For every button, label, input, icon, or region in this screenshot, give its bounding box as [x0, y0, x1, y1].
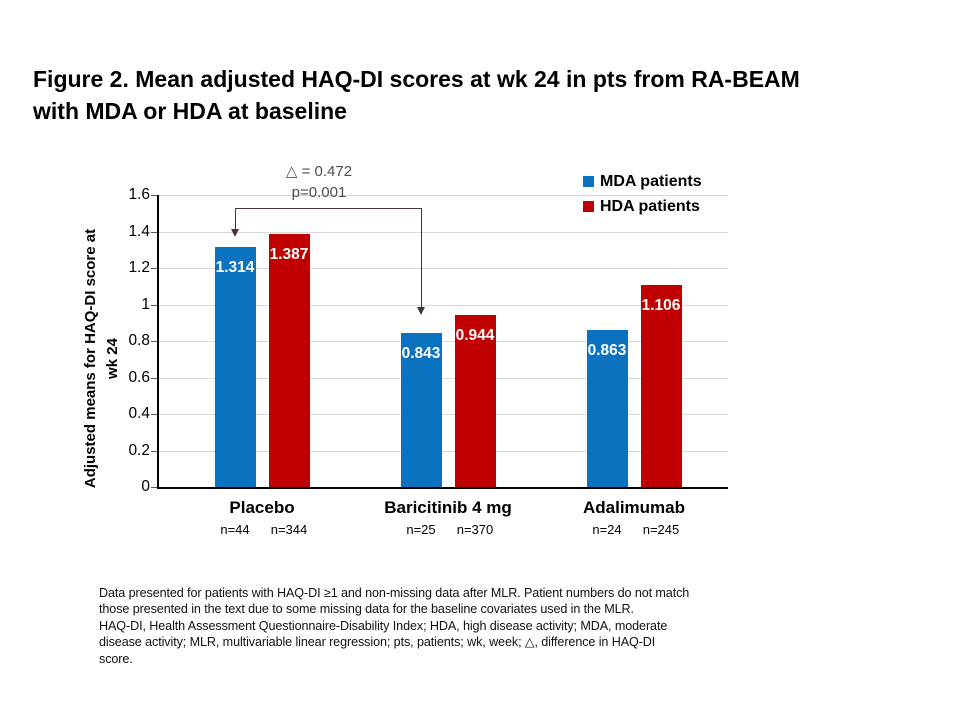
n-count-label: n=370 [456, 522, 494, 537]
gridline-0.6 [157, 377, 728, 379]
bar-value-label: 0.944 [455, 326, 495, 344]
y-tick-label-1.6: 1.6 [128, 186, 150, 203]
bar-placebo-hda: 1.387 [268, 233, 310, 487]
bar-adalimumab-hda: 1.106 [640, 285, 682, 487]
y-tickmark-0 [151, 487, 157, 488]
bar-value-label: 1.106 [641, 297, 681, 315]
y-tickmark-0.4 [151, 414, 157, 415]
footnote-line-4: disease activity; MLR, multivariable lin… [99, 635, 656, 650]
bracket-left-line [235, 208, 236, 230]
footnote-line-3: HAQ-DI, Health Assessment Questionnaire-… [99, 618, 668, 633]
y-tick-label-1: 1 [141, 295, 150, 313]
legend-label: MDA patients [600, 172, 702, 190]
gridline-1.2 [157, 268, 728, 269]
y-tickmark-0.8 [151, 341, 157, 342]
gridline-0.2 [157, 450, 728, 452]
footnote: Data presented for patients with HAQ-DI … [99, 585, 799, 667]
figure-title: Figure 2. Mean adjusted HAQ-DI scores at… [33, 63, 913, 127]
y-tick-label-0.8: 0.8 [128, 332, 150, 349]
bar-placebo-mda: 1.314 [214, 247, 256, 487]
bar-value-label: 0.863 [587, 341, 627, 359]
n-count-label: n=25 [406, 522, 436, 537]
bar-adalimumab-mda: 0.863 [586, 329, 628, 487]
arrow-down-left-icon [231, 229, 239, 238]
y-axis-title-line1: Adjusted means for HAQ-DI score at [82, 228, 99, 489]
x-axis-line [157, 487, 728, 489]
legend-label: HDA patients [600, 197, 700, 215]
footnote-line-1: Data presented for patients with HAQ-DI … [99, 586, 690, 600]
bar-value-label: 1.314 [215, 259, 255, 277]
bar-value-label: 1.387 [269, 245, 309, 263]
y-tickmark-1.4 [151, 231, 157, 233]
figure-title-line1: Figure 2. Mean adjusted HAQ-DI scores at… [33, 66, 800, 92]
arrow-down-right-icon [417, 307, 425, 316]
y-axis-line [157, 195, 159, 489]
delta-annotation: △ = 0.472 p=0.001 [234, 161, 404, 203]
bracket-right-line [421, 208, 422, 308]
p-value-text: p=0.001 [291, 184, 347, 201]
y-tick-label-0: 0 [141, 478, 150, 495]
footnote-line-2: those presented in the text due to some … [99, 602, 634, 617]
y-tick-label-0.4: 0.4 [128, 405, 150, 422]
x-category-label-placebo: Placebo [229, 498, 295, 517]
y-tickmark-1 [151, 304, 157, 306]
y-tickmark-1.2 [151, 268, 157, 269]
gridline-1.4 [157, 231, 728, 233]
legend: MDA patients HDA patients [583, 169, 702, 219]
n-count-label: n=344 [270, 522, 308, 537]
x-category-label-baricitinib-4-mg: Baricitinib 4 mg [384, 498, 512, 517]
y-tick-label-1.4: 1.4 [128, 222, 150, 240]
x-category-label-adalimumab: Adalimumab [582, 498, 686, 517]
legend-swatch-icon [583, 176, 594, 187]
gridline-1.6 [157, 195, 728, 196]
gridline-0.4 [157, 414, 728, 415]
y-tickmark-0.6 [151, 377, 157, 379]
y-tickmark-1.6 [151, 195, 157, 196]
bar-value-label: 0.843 [401, 345, 441, 363]
y-axis-title-line2: wk 24 [104, 338, 121, 379]
bar-baricitinib-4-mg-hda: 0.944 [454, 314, 496, 487]
bar-baricitinib-4-mg-mda: 0.843 [400, 333, 442, 487]
gridline-0.8 [157, 341, 728, 342]
y-axis-title: Adjusted means for HAQ-DI score at wk 24 [80, 191, 126, 526]
y-tick-label-1.2: 1.2 [128, 259, 150, 276]
bracket-horizontal-line [235, 208, 421, 209]
footnote-line-5: score. [99, 651, 133, 666]
delta-value-text: △ = 0.472 [285, 163, 353, 180]
n-count-label: n=245 [642, 522, 680, 537]
y-tick-label-0.2: 0.2 [128, 441, 150, 459]
legend-swatch-icon [583, 201, 594, 212]
n-count-label: n=44 [220, 522, 250, 537]
n-count-label: n=24 [592, 522, 622, 537]
y-tickmark-0.2 [151, 450, 157, 452]
legend-item-mda: MDA patients [583, 169, 702, 194]
y-tick-label-0.6: 0.6 [128, 368, 150, 386]
figure-title-line2: with MDA or HDA at baseline [33, 98, 347, 124]
legend-item-hda: HDA patients [583, 194, 702, 219]
gridline-1 [157, 304, 728, 306]
